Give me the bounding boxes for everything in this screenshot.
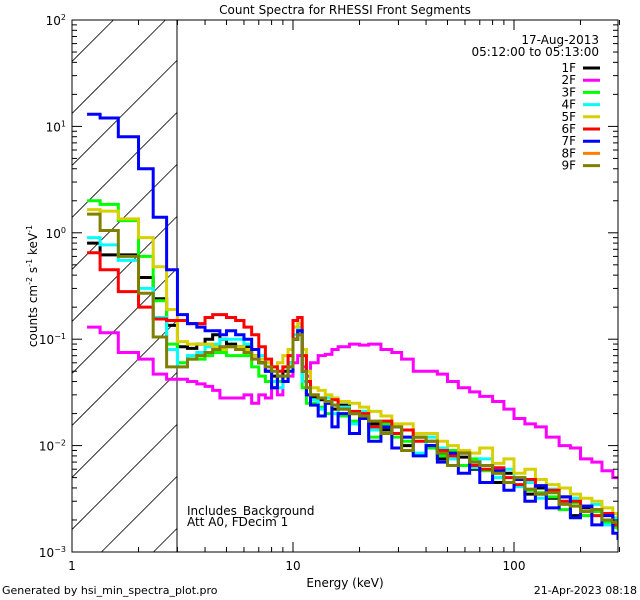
hatch-line xyxy=(71,215,178,322)
footer-generated-by: Generated by hsi_min_spectra_plot.pro xyxy=(2,584,218,597)
legend-label-5F: 5F xyxy=(561,110,576,124)
y-tick-base: 10 xyxy=(39,333,54,347)
footer-timestamp: 21-Apr-2023 08:18 xyxy=(534,584,637,597)
chart-title: Count Spectra for RHESSI Front Segments xyxy=(219,3,471,17)
y-tick-label: 100 xyxy=(46,226,66,241)
y-tick-label: 10−1 xyxy=(39,332,66,347)
y-tick-exp: −2 xyxy=(54,439,66,448)
y-label-part: counts cm xyxy=(26,285,40,347)
hatch-line xyxy=(71,371,178,478)
hatch-line xyxy=(153,527,178,553)
series-line-5F xyxy=(87,208,618,518)
x-tick-label: 1 xyxy=(68,559,76,573)
legend-label-2F: 2F xyxy=(561,73,576,87)
y-label-exp: -1 xyxy=(25,259,34,267)
y-tick-base: 10 xyxy=(46,227,61,241)
legend-label-7F: 7F xyxy=(561,134,576,148)
legend-label-4F: 4F xyxy=(561,98,576,112)
hatch-line xyxy=(71,59,178,166)
y-tick-exp: −3 xyxy=(54,545,66,554)
plot-frame xyxy=(71,19,619,553)
hatch-line xyxy=(101,475,178,553)
y-tick-exp: 0 xyxy=(61,226,66,235)
y-tick-base: 10 xyxy=(39,440,54,454)
y-tick-base: 10 xyxy=(46,14,61,28)
legend-label-3F: 3F xyxy=(561,85,576,99)
y-tick-base: 10 xyxy=(46,120,61,134)
y-tick-base: 10 xyxy=(39,546,54,560)
x-axis-label: Energy (keV) xyxy=(306,576,383,590)
annotation-background: Includes_Background xyxy=(187,504,315,518)
y-label-exp: -2 xyxy=(25,277,34,285)
y-tick-label: 101 xyxy=(46,119,66,134)
y-tick-exp: 1 xyxy=(61,119,66,128)
date-label: 17-Aug-2013 xyxy=(521,33,599,47)
series-line-2F xyxy=(87,325,618,480)
hatch-line xyxy=(71,19,114,62)
y-tick-exp: 2 xyxy=(61,13,66,22)
y-tick-label: 10−3 xyxy=(39,545,66,560)
x-tick-label: 100 xyxy=(503,559,526,573)
excluded-energy-hatch xyxy=(71,19,178,553)
hatch-line xyxy=(71,267,178,374)
y-label-part: keV xyxy=(26,232,40,259)
time-range-label: 05:12:00 to 05:13:00 xyxy=(472,45,599,59)
hatch-line xyxy=(71,19,166,114)
y-tick-exp: −1 xyxy=(54,332,66,341)
hatch-line xyxy=(71,423,178,530)
y-axis-label: counts cm-2 s-1 keV-1 xyxy=(25,225,40,347)
annotation-attenuator: Att A0, FDecim 1 xyxy=(187,515,288,529)
y-tick-label: 10−2 xyxy=(39,439,66,454)
legend-label-9F: 9F xyxy=(561,159,576,173)
y-tick-label: 102 xyxy=(46,13,66,28)
y-label-exp: -1 xyxy=(25,225,34,233)
x-tick-label: 10 xyxy=(285,559,300,573)
legend-label-6F: 6F xyxy=(561,122,576,136)
legend-label-8F: 8F xyxy=(561,146,576,160)
legend-label-1F: 1F xyxy=(561,61,576,75)
series-line-9F xyxy=(87,212,618,528)
y-label-part: s xyxy=(26,267,40,277)
